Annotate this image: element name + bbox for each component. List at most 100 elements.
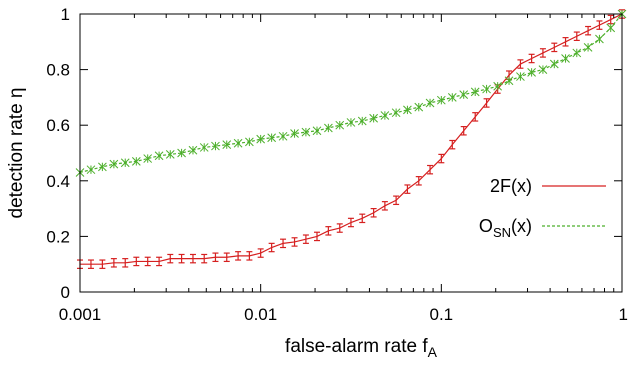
data-point: [516, 72, 525, 81]
data-point: [391, 108, 401, 118]
data-point: [549, 59, 559, 69]
data-point: [585, 25, 592, 36]
data-point: [472, 112, 479, 122]
data-point: [538, 65, 548, 74]
legend-label-subscript: SN: [493, 225, 511, 240]
data-point: [110, 258, 117, 268]
data-point: [201, 253, 208, 264]
data-point: [539, 48, 546, 58]
data-point: [189, 253, 196, 264]
data-point: [517, 59, 524, 69]
data-point: [370, 208, 377, 218]
data-point: [122, 258, 129, 268]
data-point: [438, 153, 445, 164]
data-point: [607, 14, 614, 25]
data-point: [596, 20, 603, 30]
x-tick-label: 0.1: [430, 305, 454, 324]
y-tick-label: 0: [61, 283, 70, 302]
data-point: [301, 127, 311, 137]
data-point: [86, 165, 96, 175]
data-point: [268, 242, 275, 253]
data-point: [347, 217, 354, 228]
data-point: [291, 237, 298, 247]
data-point: [427, 164, 434, 175]
data-point: [325, 226, 332, 236]
data-point: [562, 37, 569, 47]
data-point: [483, 98, 490, 108]
data-point: [324, 123, 333, 133]
data-point: [245, 137, 254, 147]
series-line-1: [79, 13, 623, 174]
data-point: [278, 131, 288, 141]
legend-label-main: O: [479, 216, 493, 236]
data-point: [583, 43, 593, 52]
data-point: [280, 238, 287, 249]
data-point: [551, 42, 558, 53]
x-axis-label: false-alarm rate fA: [285, 336, 438, 360]
data-point: [302, 234, 309, 244]
data-point: [595, 34, 604, 44]
data-point: [312, 126, 322, 136]
data-point: [470, 87, 480, 97]
data-point: [504, 76, 514, 86]
data-point: [449, 139, 456, 150]
data-point: [156, 256, 163, 267]
data-point: [572, 48, 582, 58]
data-point: [87, 259, 94, 269]
y-tick-label: 0.2: [46, 227, 70, 246]
data-point: [222, 140, 232, 150]
legend-label: OSN(x): [479, 216, 532, 240]
data-point: [380, 111, 390, 120]
data-point: [188, 145, 198, 155]
data-point: [120, 158, 130, 168]
data-point: [336, 223, 343, 233]
y-axis-label: detection rate η: [6, 88, 27, 219]
data-point: [109, 159, 119, 169]
data-point: [528, 53, 535, 64]
data-point: [154, 151, 164, 161]
data-point: [436, 95, 446, 105]
legend-entry-0: 2F(x): [490, 176, 606, 196]
data-point: [98, 162, 107, 172]
data-point: [403, 105, 412, 115]
data-point: [447, 93, 457, 102]
y-tick-label: 0.4: [46, 172, 70, 191]
y-tick-label: 1: [61, 5, 70, 24]
data-point: [561, 54, 570, 63]
data-point: [223, 252, 230, 263]
x-axis-label-subscript: A: [428, 344, 438, 360]
x-tick-label: 0.001: [59, 305, 102, 324]
data-point: [415, 176, 422, 186]
legend-label-suffix: (x): [511, 216, 532, 236]
data-point: [404, 184, 411, 194]
data-point: [246, 251, 253, 261]
data-point: [459, 90, 469, 99]
data-point: [359, 213, 366, 224]
data-point: [425, 98, 435, 108]
data-point: [527, 68, 536, 77]
data-point: [143, 154, 153, 163]
data-point: [133, 256, 140, 267]
data-point: [482, 84, 491, 94]
legend: 2F(x) OSN(x): [479, 176, 606, 240]
data-point: [178, 253, 185, 264]
data-point: [335, 120, 345, 130]
data-point: [199, 143, 209, 152]
data-point: [165, 150, 175, 159]
x-tick-label: 0.01: [244, 305, 277, 324]
data-point: [346, 118, 356, 127]
data-point: [144, 256, 151, 267]
data-point: [212, 252, 219, 263]
plot-frame: [79, 13, 623, 293]
data-point: [313, 231, 320, 242]
data-point: [606, 23, 616, 33]
data-point: [414, 102, 424, 112]
y-tick-label: 0.8: [46, 61, 70, 80]
data-point: [369, 113, 378, 123]
x-axis-label-text: false-alarm rate f: [285, 336, 428, 357]
series-0: [77, 9, 625, 269]
data-point: [393, 195, 400, 206]
data-point: [99, 259, 106, 269]
data-point: [167, 253, 174, 264]
data-point: [357, 116, 367, 126]
